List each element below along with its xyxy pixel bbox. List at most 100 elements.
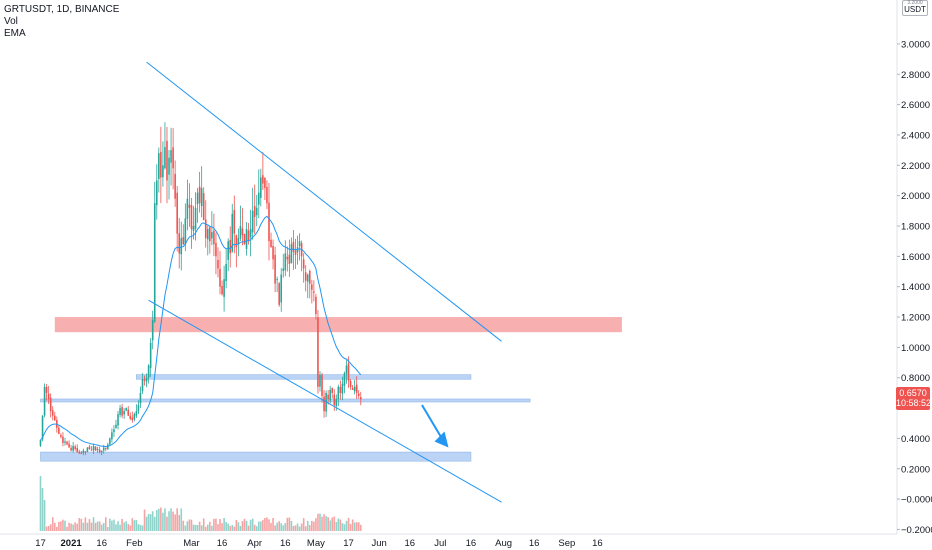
volume-bar	[329, 520, 331, 531]
volume-bar	[135, 520, 138, 531]
candle-body	[213, 230, 215, 245]
indicator-vol-label[interactable]: Vol	[4, 16, 18, 27]
volume-bar	[282, 525, 285, 531]
volume-bar	[347, 517, 350, 531]
volume-bar	[311, 520, 313, 531]
volume-bar	[82, 522, 85, 531]
candle-body	[98, 449, 101, 453]
x-tick-label: 16	[404, 538, 415, 549]
volume-bar	[102, 522, 105, 531]
volume-bar	[341, 523, 344, 531]
volume-bar	[184, 525, 187, 531]
y-tick-label: 0.8000	[901, 373, 930, 384]
volume-bar	[351, 519, 354, 531]
candle-body	[237, 238, 240, 244]
volume-bar	[188, 519, 191, 531]
y-tick-label: 2.0000	[901, 191, 930, 202]
x-tick-label: 16	[96, 538, 107, 549]
volume-bar	[160, 507, 162, 531]
candle-body	[345, 365, 348, 374]
candle-body	[94, 446, 97, 451]
volume-bar	[209, 521, 211, 531]
y-tick-label: 2.8000	[901, 70, 930, 81]
candle-body	[182, 237, 185, 245]
volume-bar	[331, 517, 334, 531]
candle-body	[174, 173, 176, 199]
chart-legend: GRTUSDT, 1D, BINANCE Vol EMA	[4, 4, 119, 40]
volume-bar	[319, 513, 321, 531]
volume-bar	[123, 522, 125, 531]
candle-body	[117, 414, 119, 426]
volume-bar	[170, 508, 172, 531]
candle-body	[284, 253, 287, 271]
candle-body	[321, 374, 323, 396]
volume-bar	[45, 526, 48, 531]
volume-bar	[100, 524, 103, 531]
volume-bar	[290, 521, 293, 531]
volume-bar	[117, 521, 119, 531]
volume-bar	[194, 524, 197, 531]
volume-bar	[327, 517, 329, 531]
ema-line-path	[40, 215, 362, 448]
volume-bar	[190, 519, 193, 531]
volume-bar	[174, 514, 176, 531]
candle-body	[123, 411, 125, 415]
candle-body	[200, 188, 203, 206]
candle-body	[247, 230, 250, 242]
candle-body	[282, 268, 285, 271]
indicator-ema-label[interactable]: EMA	[4, 28, 26, 39]
volume-bar	[198, 521, 201, 531]
volume-bar	[321, 516, 323, 531]
candle-body	[337, 386, 340, 399]
candle-body	[347, 363, 350, 381]
volume-bar	[253, 524, 256, 531]
candle-body	[111, 432, 113, 440]
volume-bar	[276, 522, 278, 531]
volume-bar	[166, 516, 168, 531]
candle-body	[262, 175, 264, 184]
candle-body	[58, 427, 60, 434]
candle-body	[155, 180, 158, 206]
volume-bar	[221, 523, 223, 531]
current-price-tag: 0.6570 10:58:52	[896, 387, 931, 410]
candle-body	[211, 232, 213, 239]
volume-bar	[164, 508, 166, 531]
candle-body	[359, 397, 362, 400]
volume-bar	[147, 513, 150, 531]
candle-body	[294, 250, 297, 255]
candle-body	[96, 449, 99, 451]
candle-body	[290, 244, 293, 264]
candle-body	[331, 387, 334, 393]
x-tick-label: 16	[592, 538, 603, 549]
volume-bar	[84, 517, 87, 531]
candle-body	[266, 187, 268, 204]
volume-bar	[98, 521, 101, 531]
volume-bar	[137, 524, 140, 531]
candle-body	[335, 398, 338, 407]
currency-unit-badge[interactable]: 3.2000 USDT	[902, 0, 928, 16]
volume-bar	[288, 517, 291, 531]
y-tick-label: −0.2000	[901, 525, 932, 536]
volume-bar	[72, 524, 74, 531]
candle-body	[90, 449, 93, 451]
currency-unit-label: USDT	[904, 5, 926, 14]
volume-bar	[206, 524, 209, 531]
x-tick-label: 17	[343, 538, 354, 549]
y-tick-label: 1.8000	[901, 222, 930, 233]
ema-line	[40, 215, 362, 448]
volume-bar	[172, 511, 174, 531]
volume-bar	[349, 523, 352, 531]
volume-bar	[274, 525, 276, 531]
volume-bar	[88, 519, 91, 531]
volume-bar	[139, 524, 142, 531]
candle-body	[66, 441, 68, 445]
candle-body	[327, 394, 329, 399]
volume-bar	[178, 515, 181, 531]
candle-body	[113, 429, 115, 432]
candle-body	[127, 409, 130, 416]
candle-body	[315, 296, 317, 314]
candle-body	[88, 446, 91, 450]
candle-body	[60, 435, 62, 437]
